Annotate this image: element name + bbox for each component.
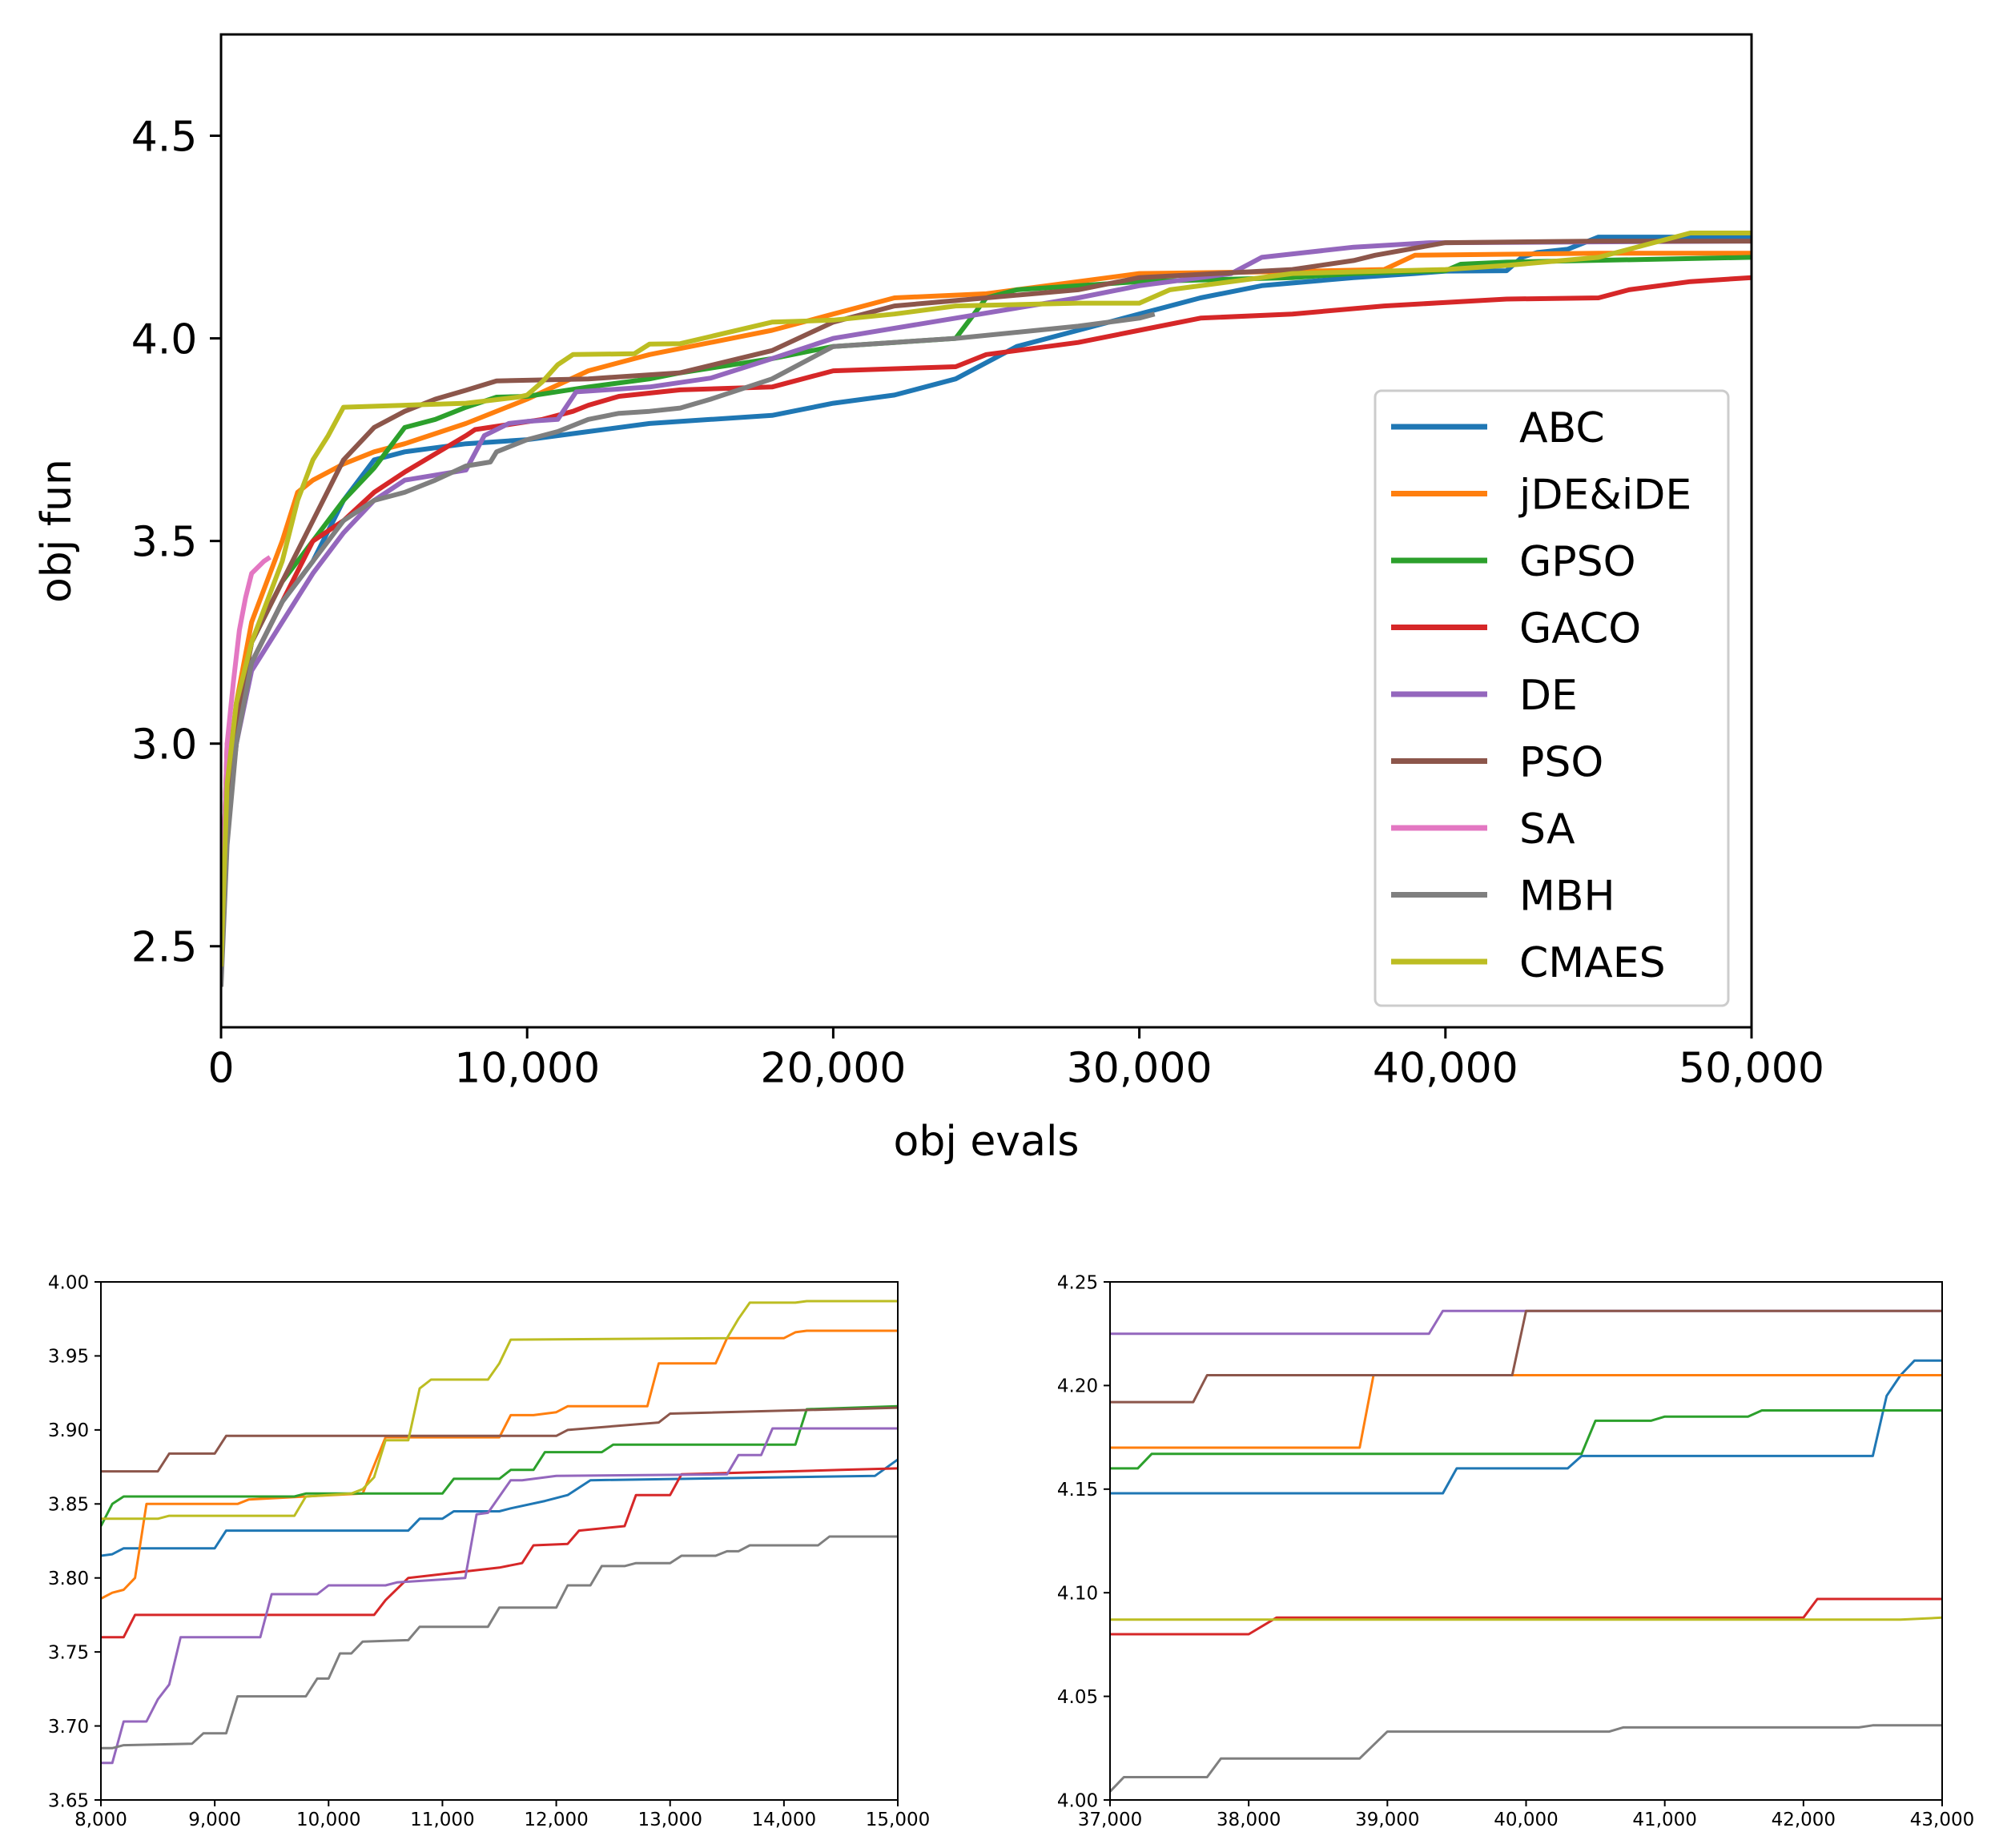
- inset-left-x-tick-label: 13,000: [638, 1810, 702, 1830]
- main-x-tick-label: 0: [207, 1045, 234, 1093]
- inset-left-x-tick-label: 12,000: [524, 1810, 588, 1830]
- inset-right-plot-frame: [1109, 1281, 1943, 1801]
- inset-right-y-tick-label: 4.10: [1057, 1583, 1098, 1604]
- main-x-axis-label: obj evals: [894, 1118, 1080, 1166]
- inset-right-x-tick-label: 39,000: [1355, 1810, 1419, 1830]
- inset-right-x-tick-label: 37,000: [1078, 1810, 1142, 1830]
- inset-right-y-tick-label: 4.25: [1057, 1272, 1098, 1293]
- main-x-tick-label: 20,000: [760, 1045, 906, 1093]
- inset-right-y-tick-label: 4.15: [1057, 1480, 1098, 1500]
- inset-left-y-tick-label: 4.00: [48, 1272, 89, 1293]
- legend-label-gpso: GPSO: [1519, 538, 1636, 586]
- inset-right-x-tick-label: 43,000: [1910, 1810, 1974, 1830]
- main-y-tick-label: 4.0: [131, 315, 198, 364]
- inset-right-y-tick-label: 4.05: [1057, 1687, 1098, 1708]
- legend-label-gaco: GACO: [1519, 605, 1641, 653]
- inset-left-series-jde-ide-line: [101, 1329, 898, 1600]
- inset-left-x-tick-label: 14,000: [752, 1810, 816, 1830]
- inset-left-x-tick-label: 10,000: [296, 1810, 360, 1830]
- inset-left-series-abc-line: [101, 1458, 898, 1557]
- main-y-tick-label: 3.0: [131, 721, 198, 769]
- inset-left-x-tick-label: 15,000: [866, 1810, 930, 1830]
- main-series-pso-line: [221, 239, 1752, 967]
- main-series-gpso-line: [221, 255, 1752, 967]
- inset-right-series-cmaes-line: [1110, 1616, 1942, 1621]
- inset-left-chart: 8,000 9,000 10,000 11,000 12,000 13,000 14,000…: [48, 1272, 930, 1830]
- main-chart: 0 10,000 20,000 30,000 40,000 50,000 2.5 3.0 3.5…: [33, 33, 1824, 1166]
- inset-right-x-tick-label: 41,000: [1632, 1810, 1696, 1830]
- main-series-group: [221, 231, 1752, 987]
- inset-left-x-tick-label: 11,000: [410, 1810, 474, 1830]
- inset-left-y-tick-label: 3.85: [48, 1495, 89, 1516]
- inset-left-series-group: [101, 1300, 898, 1765]
- inset-left-series-cmaes-line: [101, 1300, 898, 1521]
- legend-label-pso: PSO: [1519, 739, 1603, 787]
- inset-right-series-abc-line: [1110, 1359, 1942, 1495]
- inset-left-series-de-line: [101, 1427, 898, 1765]
- main-x-tick-label: 10,000: [454, 1045, 600, 1093]
- inset-left-x-tick-label: 8,000: [74, 1810, 127, 1830]
- inset-left-y-tick-label: 3.65: [48, 1790, 89, 1811]
- inset-left-y-tick-label: 3.70: [48, 1717, 89, 1738]
- inset-right-series-pso-line: [1110, 1309, 1942, 1404]
- inset-right-series-gaco-line: [1110, 1597, 1942, 1636]
- main-x-tick-label: 50,000: [1679, 1045, 1824, 1093]
- inset-left-y-tick-label: 3.90: [48, 1420, 89, 1441]
- inset-left-x-tick-label: 9,000: [188, 1810, 241, 1830]
- main-plot-frame: [219, 33, 1753, 1029]
- inset-left-series-mbh-line: [101, 1535, 898, 1750]
- legend-label-sa: SA: [1519, 805, 1575, 854]
- inset-right-y-tick-label: 4.00: [1057, 1790, 1098, 1811]
- main-series-sa-line: [221, 555, 271, 946]
- inset-right-series-gpso-line: [1110, 1409, 1942, 1470]
- main-series-mbh-line: [221, 311, 1156, 987]
- legend: ABC jDE&iDE GPSO GACO DE PSO SA MBH CMAES: [1374, 389, 1730, 1007]
- inset-right-x-tick-label: 42,000: [1772, 1810, 1836, 1830]
- legend-label-mbh: MBH: [1519, 873, 1615, 921]
- inset-right-series-group: [1110, 1309, 1942, 1793]
- main-x-tick-label: 40,000: [1373, 1045, 1518, 1093]
- inset-right-series-jde-ide-line: [1110, 1374, 1942, 1449]
- legend-label-cmaes: CMAES: [1519, 939, 1666, 987]
- inset-right-x-tick-label: 38,000: [1217, 1810, 1281, 1830]
- inset-left-series-pso-line: [101, 1406, 898, 1473]
- main-x-tick-label: 30,000: [1067, 1045, 1213, 1093]
- main-y-axis-label: obj fun: [33, 459, 81, 603]
- inset-right-series-mbh-line: [1110, 1724, 1942, 1793]
- inset-right-x-tick-label: 40,000: [1494, 1810, 1558, 1830]
- main-series-cmaes-line: [221, 231, 1752, 967]
- main-series-gaco-line: [221, 275, 1752, 946]
- legend-label-de: DE: [1519, 672, 1578, 720]
- inset-left-series-gaco-line: [101, 1467, 898, 1639]
- inset-left-y-tick-label: 3.95: [48, 1347, 89, 1368]
- legend-label-jde-ide: jDE&iDE: [1518, 472, 1691, 520]
- inset-right-y-tick-label: 4.20: [1057, 1376, 1098, 1397]
- legend-frame: [1374, 389, 1730, 1007]
- main-y-tick-label: 3.5: [131, 518, 198, 566]
- legend-label-abc: ABC: [1519, 404, 1605, 452]
- main-y-tick-label: 4.5: [131, 113, 198, 161]
- inset-left-y-tick-label: 3.75: [48, 1642, 89, 1663]
- inset-left-series-gpso-line: [101, 1404, 898, 1527]
- inset-left-plot-frame: [100, 1281, 899, 1801]
- main-y-tick-label: 2.5: [131, 923, 198, 971]
- inset-right-chart: 37,000 38,000 39,000 40,000 41,000 42,000 43,0…: [1057, 1272, 1974, 1830]
- inset-left-y-tick-label: 3.80: [48, 1569, 89, 1589]
